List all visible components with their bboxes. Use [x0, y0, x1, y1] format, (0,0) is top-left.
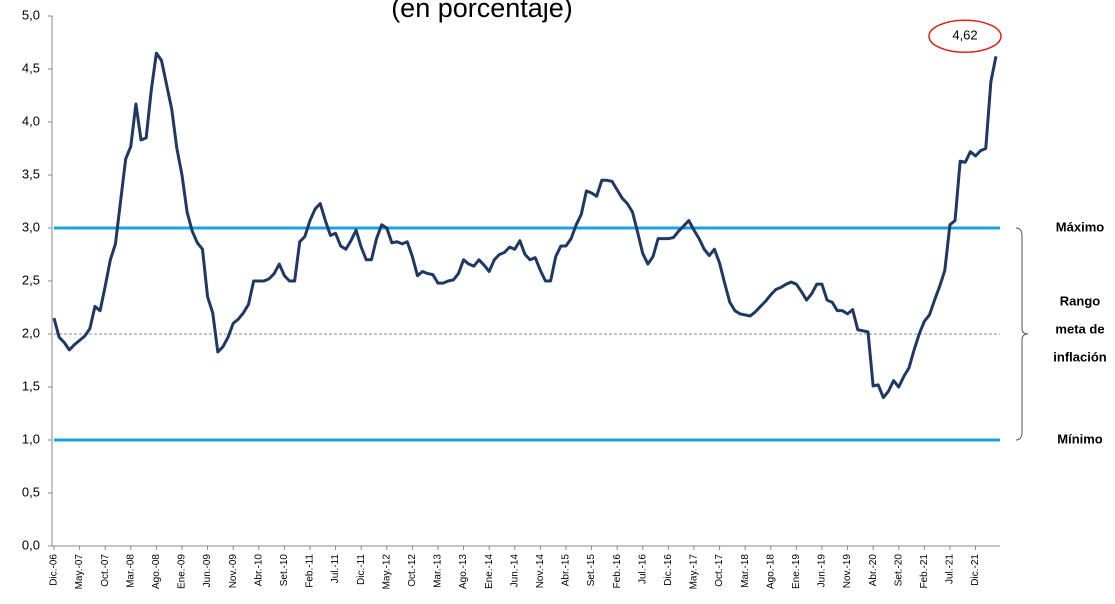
x-tick-label: Jun.-14	[509, 554, 520, 588]
x-tick-label: Mar.-13	[433, 554, 444, 588]
x-tick-label: Ene.-14	[484, 554, 495, 589]
y-tick-label: 1,5	[22, 378, 40, 393]
y-tick-label: 4,0	[22, 113, 40, 128]
target-label: Rango	[1060, 293, 1101, 308]
x-tick-label: Jul.-16	[637, 554, 648, 584]
x-tick-label: Ago.-13	[458, 554, 469, 589]
x-tick-label: Ene.-19	[791, 554, 802, 589]
x-tick-label: Jul.-11	[330, 554, 341, 584]
series-line	[52, 51, 998, 400]
annotation-circle	[928, 19, 1002, 54]
x-tick-label: Nov.-14	[535, 554, 546, 589]
x-tick-label: May.-12	[381, 554, 392, 590]
x-tick-label: Set.-10	[279, 554, 290, 587]
x-tick-label: Nov.-19	[842, 554, 853, 589]
x-tick-label: Dic.-11	[356, 554, 367, 585]
x-tick-label: Abr.-15	[561, 554, 572, 587]
x-tick-label: Feb.-21	[919, 554, 930, 589]
x-tick-label: Set.-20	[893, 554, 904, 587]
x-tick-label: Ago.-08	[151, 554, 162, 589]
x-tick-label: Ago.-18	[765, 554, 776, 589]
x-tick-label: Jul.-21	[945, 554, 956, 584]
x-tick-label: Jun.-19	[817, 554, 828, 588]
x-tick-label: Dic.-16	[663, 554, 674, 586]
x-tick-label: Jun.-09	[202, 554, 213, 588]
x-tick-label: Abr.-20	[868, 554, 879, 587]
y-tick-label: 2,0	[22, 325, 40, 340]
x-tick-label: May.-07	[74, 554, 85, 590]
x-tick-label: Nov.-09	[228, 554, 239, 589]
x-tick-label: Abr.-10	[253, 554, 264, 587]
annotation-label: 4,62	[952, 28, 977, 43]
x-tick-label: Mar.-08	[125, 554, 136, 588]
brace	[1015, 227, 1029, 441]
x-tick-label: Dic.-21	[970, 554, 981, 586]
reference-label: Máximo	[1056, 219, 1104, 234]
x-tick-label: Feb.-11	[305, 554, 316, 588]
chart-title: (en porcentaje)	[391, 0, 573, 23]
x-tick-label: Ene.-09	[177, 554, 188, 589]
x-tick-label: May.-17	[689, 554, 700, 590]
x-tick-label: Oct.-17	[714, 554, 725, 587]
y-tick-label: 2,5	[22, 272, 40, 287]
y-tick-label: 0,5	[22, 484, 40, 499]
x-tick-label: Set.-15	[586, 554, 597, 587]
y-tick-label: 5,0	[22, 7, 40, 22]
x-tick-label: Oct.-07	[100, 554, 111, 587]
x-tick-label: Oct.-12	[407, 554, 418, 587]
target-label: inflación	[1053, 349, 1107, 364]
x-tick-label: Feb.-16	[612, 554, 623, 589]
x-tick-label: Dic.-06	[49, 554, 60, 586]
y-tick-label: 1,0	[22, 431, 40, 446]
x-tick-label: Mar.-18	[740, 554, 751, 588]
y-tick-label: 0,0	[22, 537, 40, 552]
y-tick-label: 3,5	[22, 166, 40, 181]
y-tick-label: 3,0	[22, 219, 40, 234]
y-tick-label: 4,5	[22, 60, 40, 75]
target-label: meta de	[1055, 321, 1104, 336]
reference-label: Mínimo	[1057, 431, 1103, 446]
